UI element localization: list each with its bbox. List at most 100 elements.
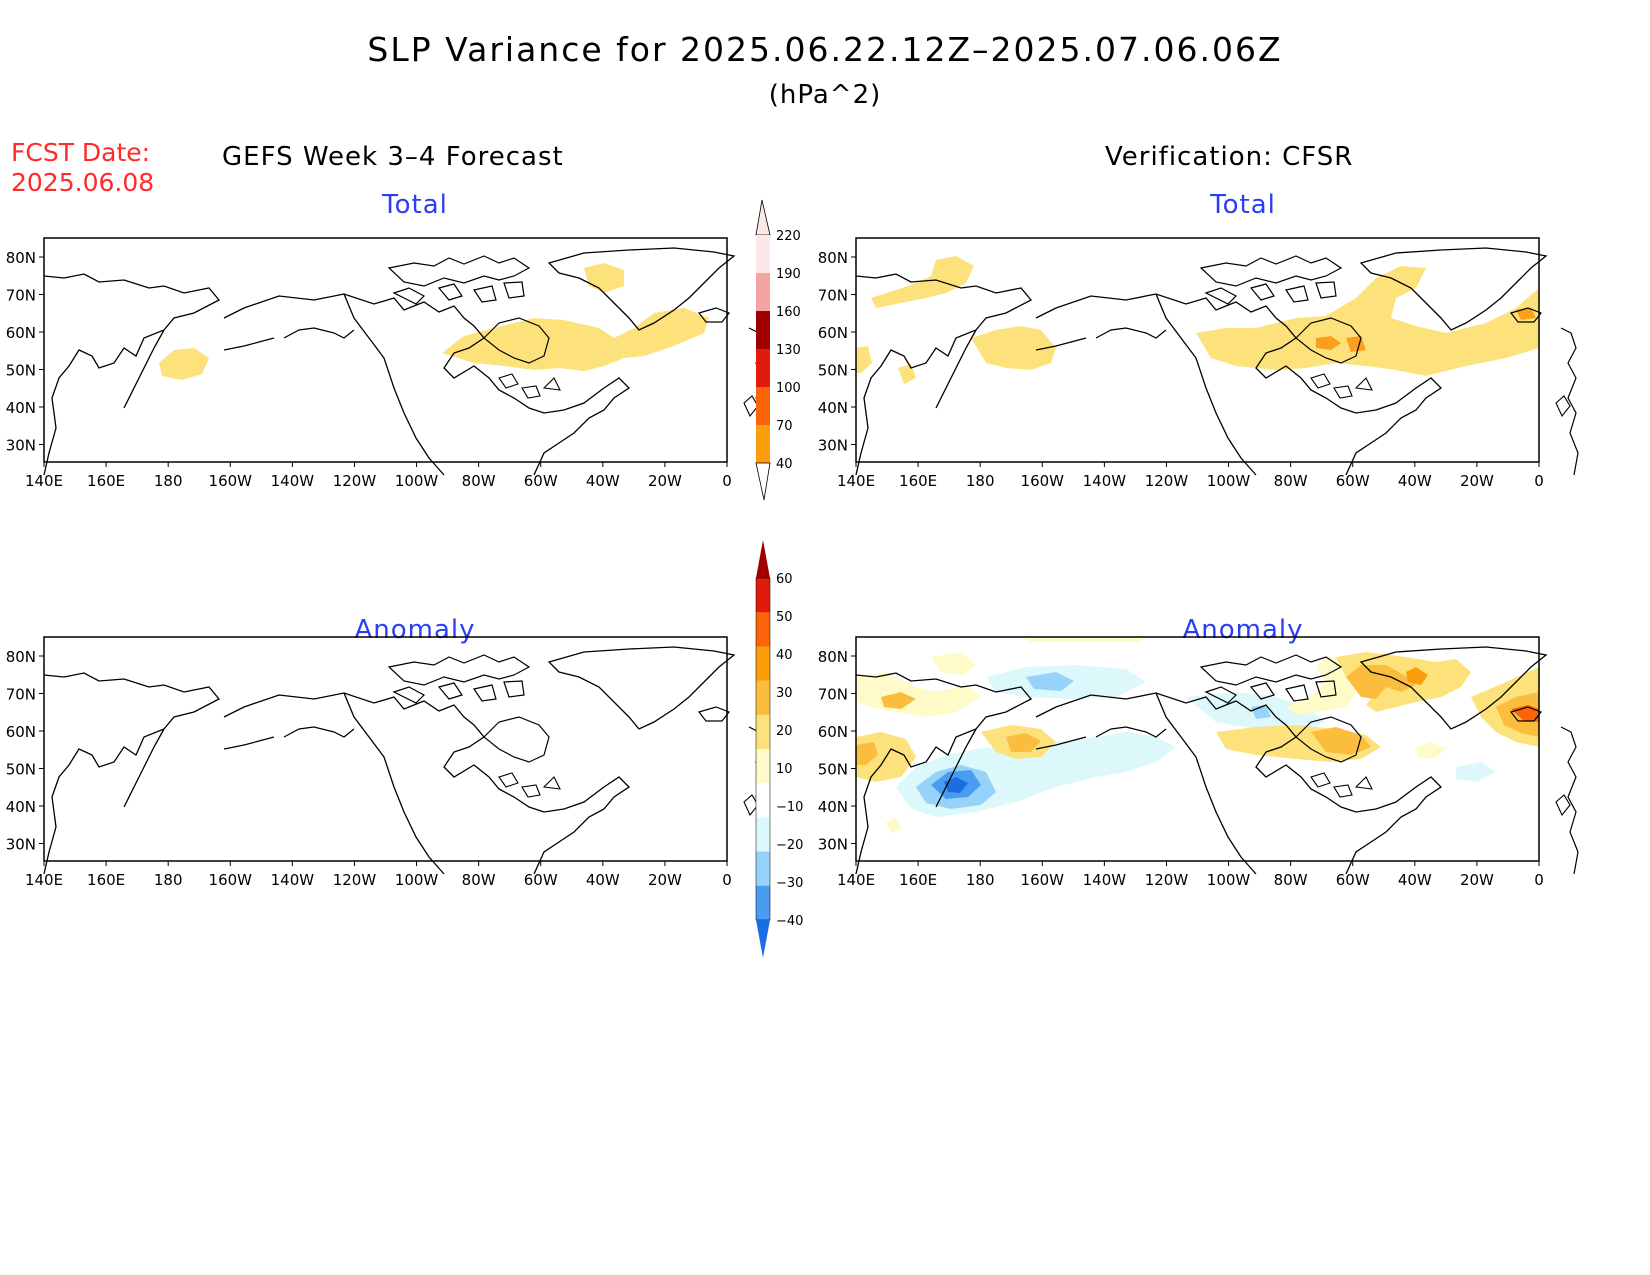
longitude-label: 60W: [1336, 871, 1370, 889]
forecast-date: FCST Date: 2025.06.08: [11, 138, 154, 198]
anomaly-colorbar-bin: [756, 612, 770, 647]
longitude-label: 20W: [648, 472, 682, 490]
variance-region: [159, 348, 209, 380]
longitude-label: 80W: [462, 472, 496, 490]
total-colorbar-label: 190: [776, 267, 801, 282]
panel-bottom-left: [43, 636, 767, 875]
latitude-label: 60N: [818, 723, 848, 741]
latitude-label: 80N: [818, 249, 848, 267]
longitude-label: 180: [154, 871, 183, 889]
total-colorbar-label: 100: [776, 381, 801, 396]
longitude-label: 140E: [25, 472, 63, 490]
panel-top-right: [855, 237, 1579, 476]
total-colorbar-label: 220: [776, 229, 801, 244]
anomaly-colorbar-bin: [756, 783, 770, 818]
anomaly-colorbar: 60 50 40 30 20 10 −10 −20 −30 −40: [755, 540, 803, 958]
anomaly-region: [856, 672, 981, 717]
anomaly-colorbar-label: 20: [776, 724, 793, 739]
longitude-label: 60W: [524, 871, 558, 889]
latitude-label: 30N: [6, 836, 36, 854]
total-colorbar-bottom-cap: [755, 462, 771, 501]
panel-bottom-right: [855, 636, 1579, 875]
panel-subtitle-top-right: Total: [1210, 190, 1276, 220]
longitude-label: 140W: [271, 472, 315, 490]
longitude-label: 120W: [1145, 871, 1189, 889]
panel-subtitle-bottom-left: Anomaly: [354, 615, 476, 645]
longitude-label: 40W: [586, 871, 620, 889]
longitude-label: 0: [722, 871, 732, 889]
longitude-label: 140W: [271, 871, 315, 889]
total-colorbar-label: 40: [776, 457, 793, 472]
latitude-label: 80N: [6, 648, 36, 666]
anomaly-region: [1511, 705, 1539, 722]
longitude-label: 140E: [25, 871, 63, 889]
total-colorbar-label: 160: [776, 305, 801, 320]
anomaly-region: [944, 777, 968, 793]
longitude-label: 160E: [87, 871, 125, 889]
total-colorbar-bin: [756, 425, 770, 463]
anomaly-colorbar-label: −20: [776, 838, 803, 853]
forecast-date-value: 2025.06.08: [11, 168, 155, 197]
longitude-label: 120W: [333, 871, 377, 889]
anomaly-colorbar-bottom-cap: [756, 920, 770, 958]
latitude-label: 40N: [6, 399, 36, 417]
anomaly-region: [1026, 672, 1271, 719]
latitude-label: 50N: [818, 761, 848, 779]
longitude-label: 160W: [1021, 472, 1065, 490]
latitude-label: 70N: [6, 686, 36, 704]
anomaly-colorbar-label: 50: [776, 610, 793, 625]
anomaly-colorbar-label: 10: [776, 762, 793, 777]
longitude-label: 120W: [333, 472, 377, 490]
anomaly-region: [856, 692, 916, 765]
longitude-label: 180: [154, 472, 183, 490]
anomaly-region: [1006, 733, 1041, 752]
anomaly-colorbar-bin: [756, 851, 770, 887]
main-title: SLP Variance for 2025.06.22.12Z–2025.07.…: [367, 30, 1283, 69]
latitude-label: 60N: [6, 723, 36, 741]
longitude-label: 0: [1534, 472, 1544, 490]
longitude-label: 140E: [837, 472, 875, 490]
latitude-label: 40N: [818, 798, 848, 816]
longitude-label: 100W: [1207, 472, 1251, 490]
longitude-label: 180: [966, 871, 995, 889]
longitude-label: 80W: [1274, 472, 1308, 490]
anomaly-colorbar-label: 40: [776, 648, 793, 663]
anomaly-region: [1346, 665, 1416, 699]
longitude-label: 40W: [1398, 472, 1432, 490]
latitude-label: 50N: [6, 362, 36, 380]
latitude-label: 30N: [818, 836, 848, 854]
anomaly-colorbar-bin: [756, 885, 770, 921]
forecast-date-label: FCST Date:: [11, 138, 151, 167]
anomaly-colorbar-bin: [756, 817, 770, 852]
longitude-label: 0: [722, 472, 732, 490]
total-colorbar-top-cap: [755, 199, 771, 236]
longitude-label: 20W: [1460, 472, 1494, 490]
latitude-label: 40N: [818, 399, 848, 417]
left-column-heading: GEFS Week 3–4 Forecast: [222, 142, 564, 172]
latitude-label: 70N: [818, 287, 848, 305]
latitude-label: 70N: [818, 686, 848, 704]
anomaly-colorbar-label: −40: [776, 914, 803, 929]
total-colorbar-bin: [756, 311, 770, 349]
total-colorbar-bin: [756, 349, 770, 387]
latitude-label: 50N: [6, 761, 36, 779]
anomaly-colorbar-label: −10: [776, 800, 803, 815]
longitude-label: 40W: [586, 472, 620, 490]
longitude-label: 140E: [837, 871, 875, 889]
longitude-label: 80W: [462, 871, 496, 889]
anomaly-colorbar-top-cap: [756, 540, 770, 578]
anomaly-colorbar-bin: [756, 646, 770, 681]
latitude-label: 60N: [818, 324, 848, 342]
longitude-label: 160W: [209, 472, 253, 490]
longitude-label: 160W: [209, 871, 253, 889]
anomaly-colorbar-bin: [756, 749, 770, 784]
panel-subtitle-top-left: Total: [382, 190, 448, 220]
anomaly-colorbar-bin: [756, 578, 770, 613]
longitude-label: 0: [1534, 871, 1544, 889]
latitude-label: 30N: [6, 437, 36, 455]
longitude-label: 160E: [899, 472, 937, 490]
latitude-label: 40N: [6, 798, 36, 816]
longitude-label: 100W: [1207, 871, 1251, 889]
variance-region: [856, 346, 916, 384]
